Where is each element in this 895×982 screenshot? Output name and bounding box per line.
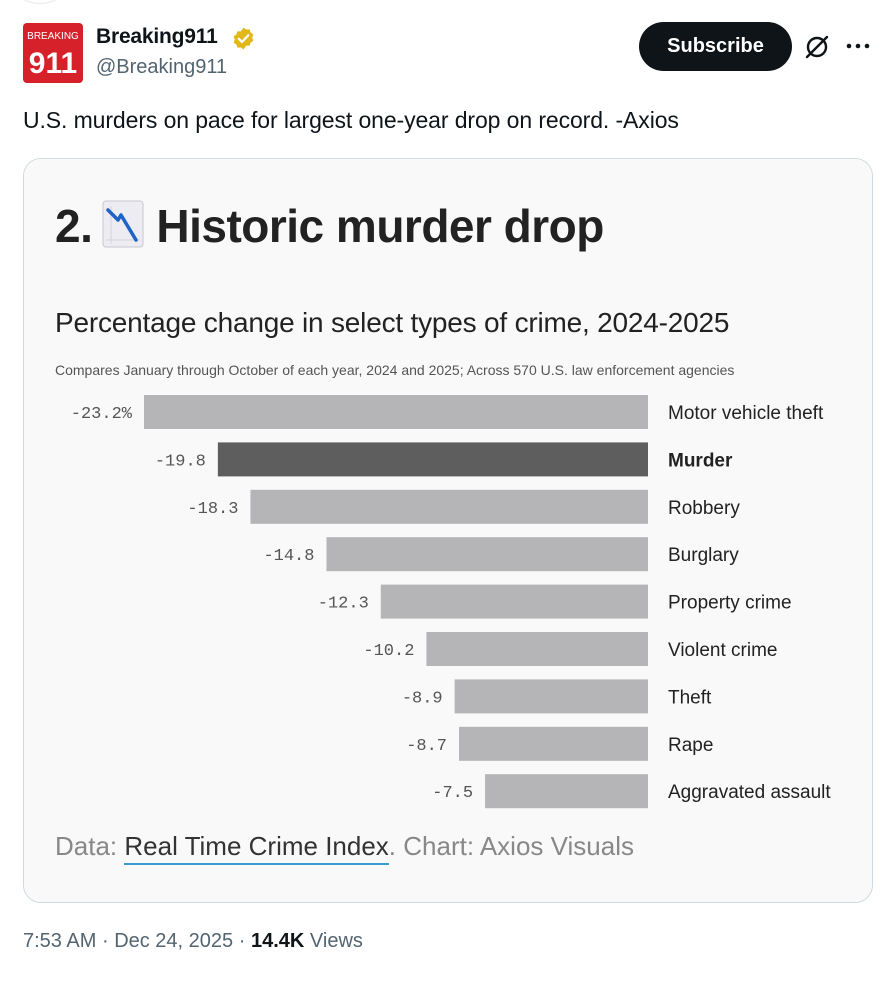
media-card[interactable]: 2. Historic murder drop Percentage chang… <box>23 158 873 903</box>
value-label-robbery: -18.3 <box>187 500 238 519</box>
value-label-property-crime: -12.3 <box>318 595 369 614</box>
avatar[interactable]: BREAKING 911 <box>23 23 83 83</box>
value-label-murder: -19.8 <box>155 452 206 471</box>
value-label-aggravated-assault: -7.5 <box>432 784 473 803</box>
subscribe-button[interactable]: Subscribe <box>639 22 792 71</box>
bar-murder <box>217 442 649 477</box>
category-label-theft: Theft <box>668 687 712 708</box>
chart-subtitle: Compares January through October of each… <box>55 362 735 378</box>
value-label-motor-vehicle-theft: -23.2% <box>71 405 133 424</box>
source-suffix: . Chart: Axios Visuals <box>388 831 634 861</box>
value-label-rape: -8.7 <box>406 737 447 756</box>
bar-chart: -23.2% Motor vehicle theft -19.8 Murder -18.… <box>71 395 831 809</box>
post-date[interactable]: Dec 24, 2025 <box>114 930 234 952</box>
chart-source: Data: Real Time Crime Index. Chart: Axio… <box>55 831 634 865</box>
chart-decreasing-icon <box>102 200 144 248</box>
bar-burglary <box>326 537 648 572</box>
category-label-motor-vehicle-theft: Motor vehicle theft <box>668 403 824 424</box>
category-label-property-crime: Property crime <box>668 593 792 614</box>
svg-text:911: 911 <box>29 47 77 80</box>
views-label: Views <box>309 930 363 952</box>
separator: · <box>238 930 246 952</box>
category-label-aggravated-assault: Aggravated assault <box>668 782 831 803</box>
value-label-burglary: -14.8 <box>263 547 314 566</box>
headline-text: Historic murder drop <box>156 200 604 252</box>
category-label-burglary: Burglary <box>668 545 739 566</box>
tweet-text: U.S. murders on pace for largest one-yea… <box>23 107 679 133</box>
previous-post-avatar <box>18 0 62 4</box>
separator: · <box>101 930 109 952</box>
views-count: 14.4K <box>250 930 305 952</box>
category-label-rape: Rape <box>668 735 713 756</box>
svg-text:BREAKING: BREAKING <box>27 31 79 42</box>
chart-image: 2. Historic murder drop Percentage chang… <box>24 159 872 902</box>
bar-aggravated-assault <box>485 774 648 809</box>
source-link[interactable]: Real Time Crime Index <box>124 831 389 865</box>
post-time[interactable]: 7:53 AM <box>23 930 97 952</box>
value-label-violent-crime: -10.2 <box>363 642 414 661</box>
author-handle[interactable]: @Breaking911 <box>96 56 228 78</box>
category-label-robbery: Robbery <box>668 498 740 519</box>
bar-property-crime <box>380 584 648 619</box>
chart-title: Percentage change in select types of cri… <box>55 307 730 338</box>
more-icon[interactable] <box>844 35 872 57</box>
category-label-murder: Murder <box>668 450 733 471</box>
timestamp-row: 7:53 AM · Dec 24, 2025 · 14.4K Views <box>23 930 363 953</box>
bar-motor-vehicle-theft <box>144 395 648 429</box>
bar-rape <box>459 726 648 761</box>
verified-badge-icon <box>233 27 254 50</box>
grok-icon[interactable] <box>803 33 831 61</box>
headline-number: 2. <box>55 200 93 252</box>
category-label-violent-crime: Violent crime <box>668 640 777 661</box>
bar-theft <box>454 679 648 714</box>
chart-headline: 2. Historic murder drop <box>55 199 604 253</box>
bar-robbery <box>250 489 648 524</box>
value-label-theft: -8.9 <box>402 689 443 708</box>
bar-violent-crime <box>426 632 648 666</box>
source-prefix: Data: <box>55 831 125 861</box>
author-name[interactable]: Breaking911 <box>96 25 218 48</box>
